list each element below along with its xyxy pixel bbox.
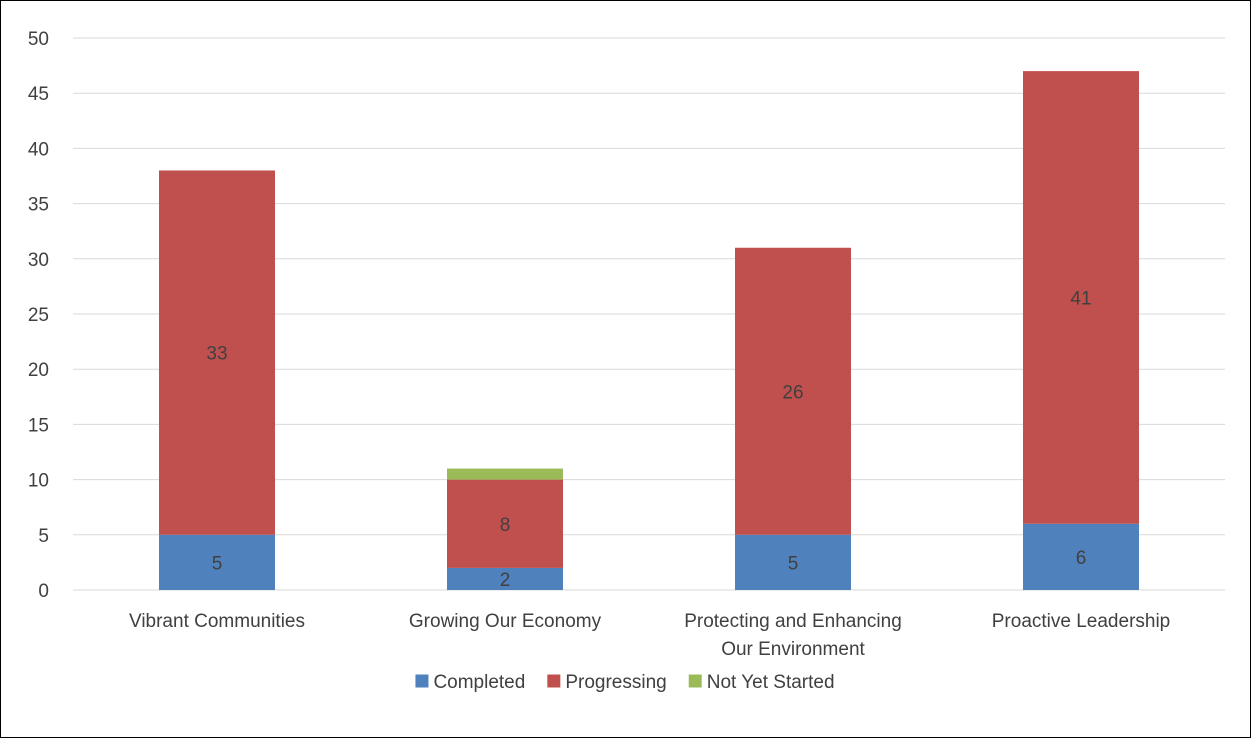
y-tick-label: 45 <box>28 84 49 105</box>
y-tick-label: 25 <box>28 305 49 326</box>
y-tick-label: 50 <box>28 29 49 50</box>
data-labels: 5 33 2 8 5 26 6 41 <box>206 288 1091 591</box>
legend-swatch <box>547 674 561 688</box>
data-label: 26 <box>782 382 803 403</box>
x-category-label: Growing Our Economy <box>409 611 602 632</box>
y-tick-label: 40 <box>28 139 49 160</box>
data-label: 2 <box>500 570 511 591</box>
bar-progressing <box>735 247 851 535</box>
data-label: 6 <box>1076 548 1087 569</box>
legend-label: Progressing <box>565 672 666 693</box>
bars <box>159 71 1139 590</box>
y-tick-label: 35 <box>28 195 49 216</box>
legend-label: Completed <box>433 672 525 693</box>
data-label: 8 <box>500 515 511 536</box>
bar-progressing <box>447 479 563 568</box>
x-category-label: Protecting and Enhancing <box>684 611 902 632</box>
bar-completed <box>1023 523 1139 590</box>
bar-progressing <box>1023 71 1139 524</box>
x-axis-category-labels: Vibrant Communities Growing Our Economy Pr… <box>129 611 1170 660</box>
y-tick-label: 15 <box>28 415 49 436</box>
data-label: 33 <box>206 344 227 365</box>
bar-completed <box>735 534 851 590</box>
bar-not-yet-started <box>447 468 563 480</box>
y-tick-label: 10 <box>28 471 49 492</box>
bar-completed <box>159 534 275 590</box>
bar-progressing <box>159 170 275 535</box>
bar-completed <box>447 567 563 590</box>
x-category-label: Vibrant Communities <box>129 611 305 632</box>
x-category-label: Our Environment <box>721 639 865 660</box>
y-tick-label: 30 <box>28 250 49 271</box>
y-tick-label: 5 <box>38 526 49 547</box>
data-label: 5 <box>788 553 799 574</box>
x-category-label: Proactive Leadership <box>992 611 1171 632</box>
y-tick-label: 20 <box>28 360 49 381</box>
legend-label: Not Yet Started <box>707 672 835 693</box>
y-tick-label: 0 <box>38 581 49 602</box>
legend-swatch <box>688 674 702 688</box>
legend: Completed Progressing Not Yet Started <box>415 672 835 693</box>
data-label: 5 <box>212 553 223 574</box>
data-label: 41 <box>1070 288 1091 309</box>
legend-swatch <box>415 674 429 688</box>
y-axis-tick-labels: 0 5 10 15 20 25 30 35 40 45 50 <box>28 29 49 602</box>
